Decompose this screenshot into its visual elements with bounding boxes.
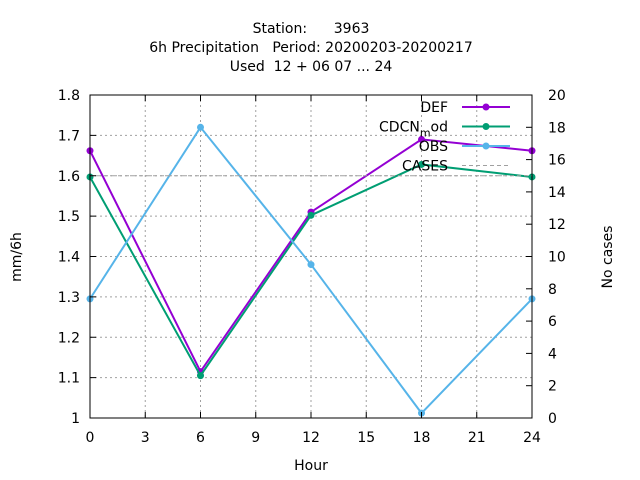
- x-tick-label: 0: [86, 430, 95, 446]
- y-tick-label: 1.8: [58, 88, 80, 104]
- y2-tick-label: 8: [548, 282, 557, 298]
- legend-marker: [482, 142, 490, 150]
- data-point-CDCN_mod: [418, 160, 425, 168]
- y2-axis-label: No cases: [600, 226, 616, 289]
- y-axis-label: mm/6h: [9, 232, 25, 282]
- legend-label: CDCNmod: [379, 120, 448, 140]
- y-tick-label: 1: [71, 411, 80, 427]
- y2-tick-label: 2: [548, 379, 557, 395]
- y-tick-label: 1.2: [58, 330, 80, 346]
- y-tick-label: 1.4: [58, 250, 80, 266]
- data-point-OBS: [307, 261, 315, 269]
- legend-marker: [482, 123, 490, 130]
- titles: Station: 3963 6h Precipitation Period: 20…: [9, 21, 616, 474]
- chart-title-line: Station: 3963: [253, 21, 370, 37]
- x-axis-label: Hour: [294, 458, 328, 474]
- x-tick-label: 15: [357, 430, 375, 446]
- y-tick-label: 1.5: [58, 209, 80, 225]
- data-point-CDCN_mod: [197, 372, 204, 380]
- y2-tick-label: 0: [548, 411, 557, 427]
- legend-label: OBS: [419, 139, 448, 155]
- legend-label: CASES: [402, 159, 448, 175]
- y-tick-label: 1.7: [58, 128, 80, 144]
- y2-tick-label: 6: [548, 314, 557, 330]
- y2-tick-label: 18: [548, 120, 566, 136]
- x-tick-label: 9: [251, 430, 260, 446]
- data-point-DEF: [418, 135, 425, 143]
- data-point-OBS: [197, 123, 204, 131]
- x-tick-label: 21: [468, 430, 486, 446]
- chart-title-line: 6h Precipitation Period: 20200203-202002…: [149, 40, 472, 56]
- x-tick-label: 12: [302, 430, 320, 446]
- y2-tick-label: 14: [548, 185, 566, 201]
- x-tick-label: 24: [523, 430, 541, 446]
- y-tick-label: 1.6: [58, 169, 80, 185]
- y2-tick-label: 12: [548, 217, 566, 233]
- y-tick-label: 1.1: [58, 371, 80, 387]
- y2-tick-label: 20: [548, 88, 566, 104]
- y2-tick-label: 10: [548, 250, 566, 266]
- legend-marker: [482, 103, 490, 111]
- y2-tick-label: 16: [548, 153, 566, 169]
- x-tick-label: 6: [196, 430, 205, 446]
- x-tick-label: 18: [413, 430, 431, 446]
- legend-label: DEF: [420, 100, 448, 116]
- x-tick-label: 3: [141, 430, 150, 446]
- y-tick-label: 1.3: [58, 290, 80, 306]
- data-point-CDCN_mod: [307, 211, 315, 219]
- chart-title-line: Used 12 + 06 07 ... 24: [230, 59, 393, 75]
- y2-tick-label: 4: [548, 346, 557, 362]
- ticks: 11.11.21.31.41.51.61.71.80 3 6 9 12 15 18 21 240…: [58, 88, 566, 446]
